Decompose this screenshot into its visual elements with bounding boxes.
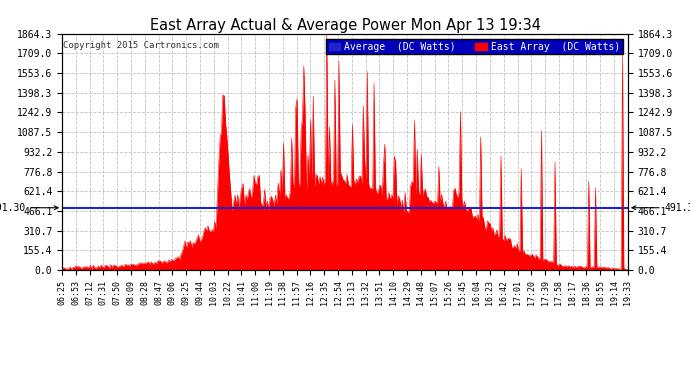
Text: 491.30: 491.30 [0,203,58,213]
Text: 491.30: 491.30 [632,203,690,213]
Title: East Array Actual & Average Power Mon Apr 13 19:34: East Array Actual & Average Power Mon Ap… [150,18,540,33]
Text: Copyright 2015 Cartronics.com: Copyright 2015 Cartronics.com [63,41,219,50]
Legend: Average  (DC Watts), East Array  (DC Watts): Average (DC Watts), East Array (DC Watts… [326,39,623,54]
